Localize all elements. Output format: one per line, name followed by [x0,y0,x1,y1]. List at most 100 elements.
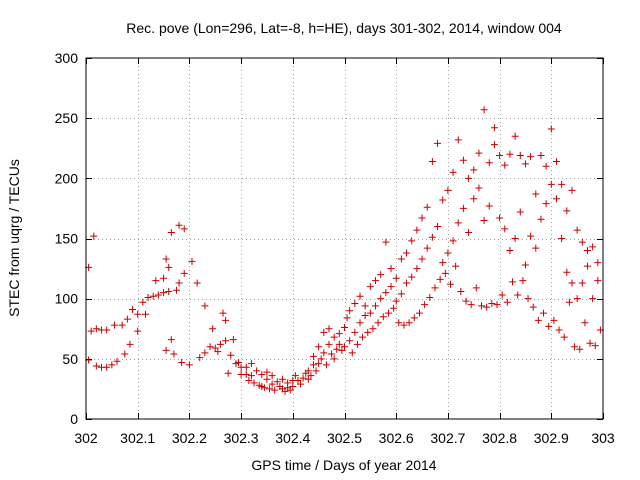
data-point [415,309,423,317]
data-point [521,261,529,269]
data-point [338,346,346,354]
data-point [320,328,328,336]
data-point [273,378,281,386]
data-point [152,277,160,285]
data-point [547,180,555,188]
data-point [540,309,548,317]
data-point [521,160,529,168]
data-point [583,247,591,255]
y-tick-label: 0 [70,411,78,427]
data-point [175,279,183,287]
data-point [172,286,180,294]
data-point [139,298,147,306]
data-point [211,344,219,352]
data-point [235,358,243,366]
data-point [278,375,286,383]
data-point [519,277,527,285]
data-point [92,325,100,333]
data-point [382,289,390,297]
data-point [483,303,491,311]
data-point [154,291,162,299]
data-point [578,279,586,287]
data-point [392,297,400,305]
data-point [532,244,540,252]
y-tick-label: 150 [55,231,79,247]
chart-title: Rec. pove (Lon=296, Lat=-8, h=HE), days … [126,20,562,36]
data-point [436,275,444,283]
data-point [346,307,354,315]
data-point [343,314,351,322]
data-point [245,376,253,384]
data-point [90,232,98,240]
data-point [160,289,168,297]
data-point [560,333,568,341]
data-point [439,196,447,204]
data-point [408,273,416,281]
data-point [423,244,431,252]
data-point [485,159,493,167]
data-point [503,298,511,306]
y-tick-label: 300 [55,50,79,66]
data-point [167,228,175,236]
data-point [534,316,542,324]
data-point [459,156,467,164]
data-point [320,349,328,357]
data-point [113,357,121,365]
x-tick-label: 302.2 [172,430,207,446]
data-point [418,214,426,222]
data-point [377,271,385,279]
data-point [281,387,289,395]
data-point [558,235,566,242]
data-point [493,301,501,309]
data-point [480,106,488,114]
data-point [216,340,224,348]
x-tick-labels: 302 302.1 302.2 302.3 302.4 302.5 302.6 302.7 30… [74,430,615,446]
x-tick-label: 302.6 [379,430,414,446]
data-point [387,265,395,273]
data-point [201,349,209,357]
y-tick-label: 200 [55,170,79,186]
data-point [356,319,364,327]
data-point [346,337,354,345]
data-point [229,336,237,344]
data-point [374,319,382,327]
data-point [87,327,95,335]
data-point [583,262,591,270]
data-point [573,295,581,303]
data-point [214,348,222,356]
data-point [542,162,550,170]
data-point [403,249,411,257]
data-point [160,274,168,282]
data-point [312,367,320,375]
data-point [397,290,405,298]
data-point [397,255,405,263]
data-point [496,151,504,159]
data-point [247,360,255,368]
data-point [289,383,297,391]
data-point [571,343,579,351]
data-point [242,363,250,371]
data-point [335,330,343,338]
data-point [222,316,230,324]
data-point [563,207,571,215]
data-point [294,376,302,384]
data-point [92,362,100,370]
data-point [552,195,560,203]
data-point [390,304,398,312]
data-point [118,321,126,329]
data-point [222,337,230,345]
data-point [271,386,279,394]
data-point [516,151,524,159]
data-point [361,312,369,320]
data-point [392,274,400,282]
data-point [185,361,193,369]
x-axis-title: GPS time / Days of year 2014 [251,457,436,473]
data-point [573,226,581,234]
data-point [568,279,576,287]
data-point [328,350,336,358]
data-point [452,262,460,270]
data-point [501,225,509,233]
data-point [537,215,545,223]
data-point [379,313,387,321]
